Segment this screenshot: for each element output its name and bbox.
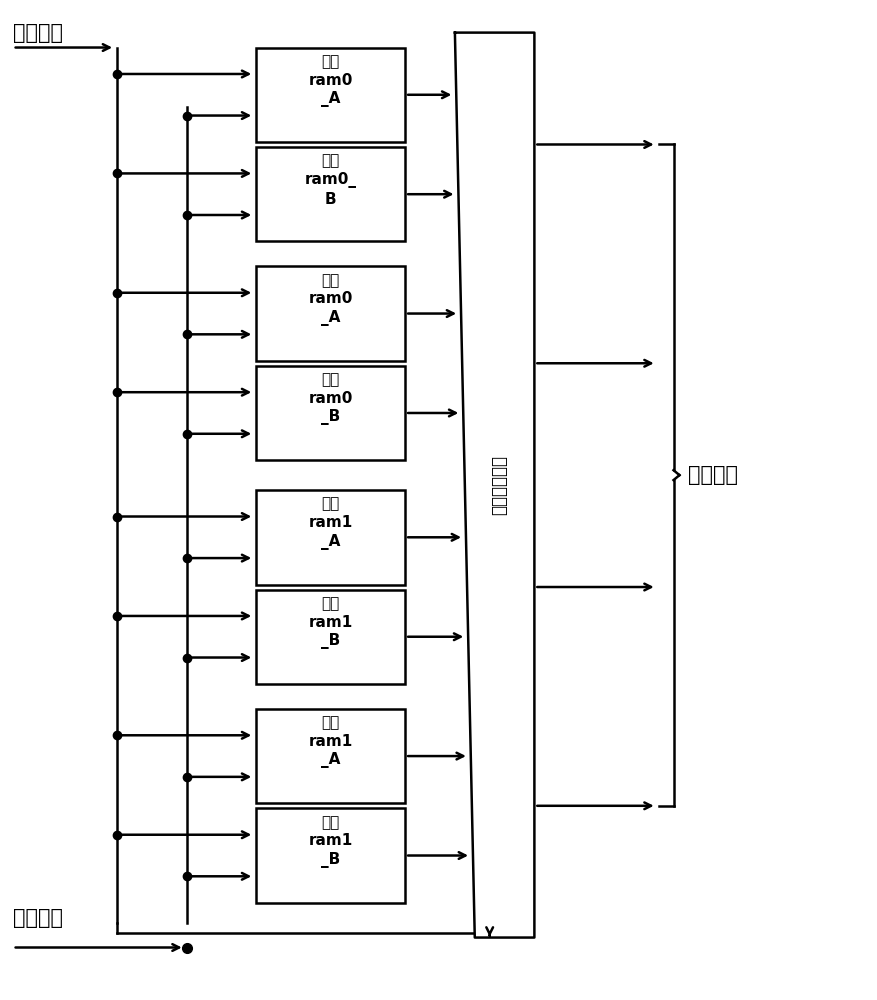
Bar — [256, 709, 405, 803]
Text: 实部
ram1
_B: 实部 ram1 _B — [308, 596, 353, 649]
Bar — [256, 808, 405, 903]
Bar — [256, 266, 405, 361]
Text: 虚部
ram1
_A: 虚部 ram1 _A — [308, 715, 353, 768]
Text: 虚部
ram0
_B: 虚部 ram0 _B — [308, 372, 353, 425]
Bar — [256, 366, 405, 460]
Text: 虚部
ram1
_B: 虚部 ram1 _B — [308, 815, 353, 868]
Text: 实部
ram0
_A: 实部 ram0 _A — [308, 54, 353, 107]
Text: 实部
ram0_
B: 实部 ram0_ B — [304, 153, 356, 207]
Bar — [256, 48, 405, 142]
Text: 数据选择单元: 数据选择单元 — [490, 455, 508, 515]
Text: 控制信号: 控制信号 — [12, 908, 62, 928]
Polygon shape — [454, 33, 534, 938]
Bar — [256, 490, 405, 585]
Bar — [256, 147, 405, 241]
Text: 虚部
ram0
_A: 虚部 ram0 _A — [308, 273, 353, 326]
Bar — [256, 589, 405, 684]
Text: 实部
ram1
_A: 实部 ram1 _A — [308, 497, 353, 550]
Text: 输出数据: 输出数据 — [688, 465, 738, 485]
Text: 输入数据: 输入数据 — [12, 23, 62, 43]
